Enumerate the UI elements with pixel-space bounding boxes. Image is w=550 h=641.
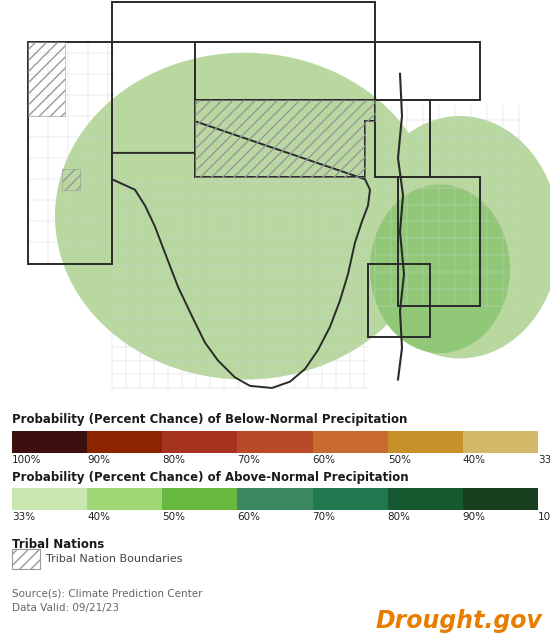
Text: 40%: 40% [87,512,110,522]
FancyBboxPatch shape [463,431,538,453]
Text: 100%: 100% [12,454,41,465]
Text: 33%: 33% [12,512,35,522]
FancyBboxPatch shape [162,488,238,510]
Ellipse shape [360,116,550,358]
Text: Source(s): Climate Prediction Center: Source(s): Climate Prediction Center [12,589,202,599]
Text: 70%: 70% [312,512,336,522]
Text: Probability (Percent Chance) of Above-Normal Precipitation: Probability (Percent Chance) of Above-No… [12,470,409,484]
FancyBboxPatch shape [312,431,388,453]
Text: 50%: 50% [388,454,411,465]
FancyBboxPatch shape [463,488,538,510]
FancyBboxPatch shape [87,431,162,453]
Text: 100%: 100% [538,512,550,522]
FancyBboxPatch shape [238,431,312,453]
Text: 60%: 60% [238,512,261,522]
Text: Tribal Nation Boundaries: Tribal Nation Boundaries [46,554,183,564]
Text: 80%: 80% [162,454,185,465]
FancyBboxPatch shape [238,488,312,510]
Text: Drought.gov: Drought.gov [375,609,542,633]
Text: Data Valid: 09/21/23: Data Valid: 09/21/23 [12,603,119,613]
Text: Probability (Percent Chance) of Below-Normal Precipitation: Probability (Percent Chance) of Below-No… [12,413,408,426]
FancyBboxPatch shape [12,488,87,510]
Text: 40%: 40% [463,454,486,465]
Text: 90%: 90% [87,454,110,465]
FancyBboxPatch shape [388,488,463,510]
Text: Tribal Nations: Tribal Nations [12,538,104,551]
Text: 70%: 70% [238,454,261,465]
FancyBboxPatch shape [388,431,463,453]
FancyBboxPatch shape [12,431,87,453]
Text: 90%: 90% [463,512,486,522]
Text: 80%: 80% [388,512,411,522]
FancyBboxPatch shape [162,431,238,453]
Text: 50%: 50% [162,512,185,522]
FancyBboxPatch shape [12,549,40,569]
FancyBboxPatch shape [87,488,162,510]
Text: 33%: 33% [538,454,550,465]
Text: 60%: 60% [312,454,336,465]
FancyBboxPatch shape [312,488,388,510]
Ellipse shape [55,53,435,379]
Ellipse shape [370,185,510,353]
